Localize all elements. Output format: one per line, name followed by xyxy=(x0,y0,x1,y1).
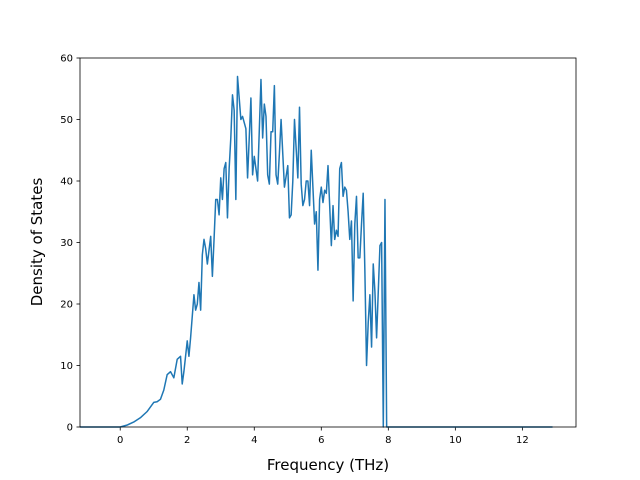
x-tick-label: 8 xyxy=(385,435,391,446)
y-tick-label: 40 xyxy=(60,177,73,188)
x-tick-label: 10 xyxy=(449,435,462,446)
y-tick-label: 60 xyxy=(60,54,73,65)
x-axis-label: Frequency (THz) xyxy=(267,456,389,474)
x-tick-label: 2 xyxy=(184,435,190,446)
x-axis-ticks: 0 2 4 6 8 10 12 xyxy=(117,427,529,446)
x-tick-label: 6 xyxy=(318,435,324,446)
plot-frame xyxy=(79,57,577,428)
x-tick-label: 0 xyxy=(117,435,123,446)
x-tick-label: 12 xyxy=(516,435,529,446)
plot-area xyxy=(80,58,576,427)
y-tick-label: 20 xyxy=(60,300,73,311)
y-tick-label: 10 xyxy=(60,361,73,372)
x-tick-label: 4 xyxy=(251,435,257,446)
y-axis-label: Density of States xyxy=(28,178,46,307)
y-tick-label: 30 xyxy=(60,238,73,249)
y-tick-label: 0 xyxy=(67,423,73,434)
y-tick-label: 50 xyxy=(60,115,73,126)
y-axis-ticks: 0 10 20 30 40 50 60 xyxy=(60,54,80,434)
